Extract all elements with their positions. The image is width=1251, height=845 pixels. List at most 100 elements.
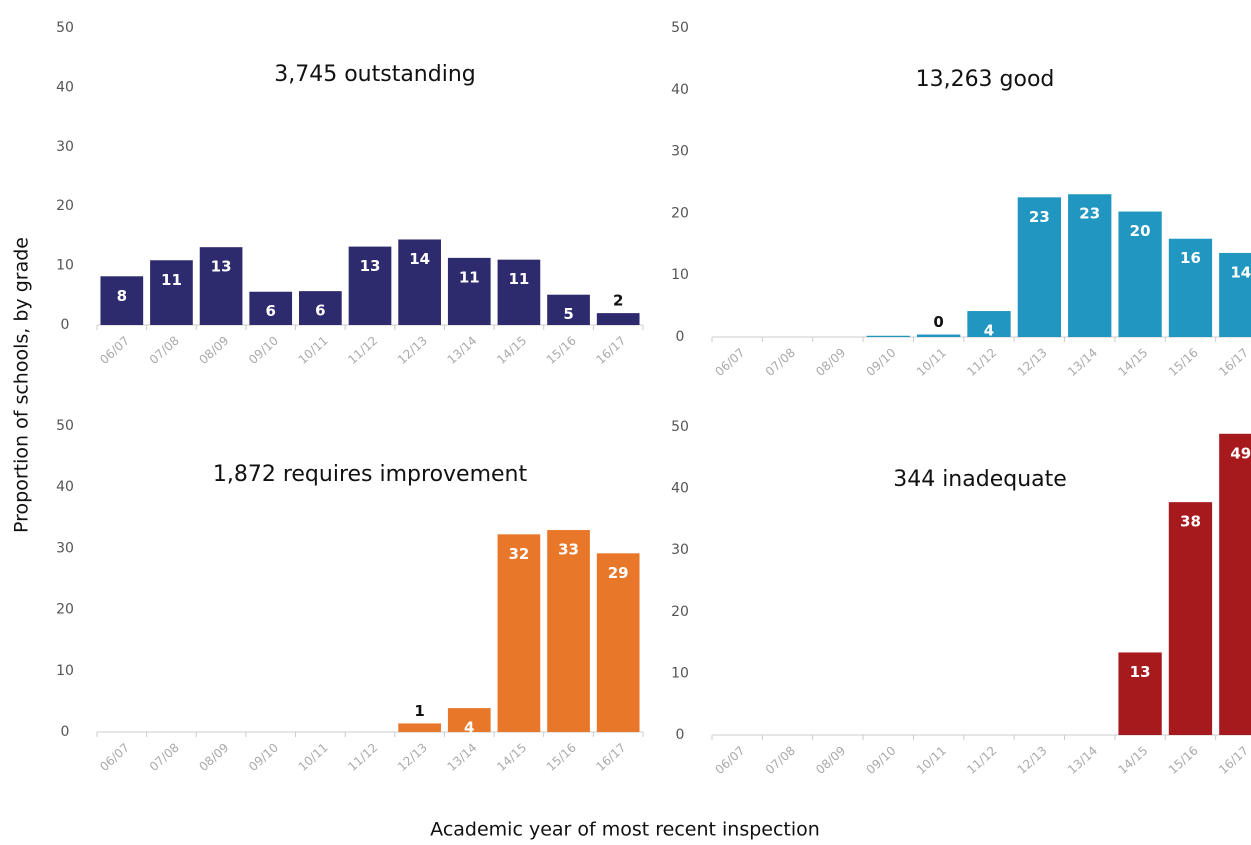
value-label: 14 — [409, 250, 430, 268]
x-tick-label: 13/14 — [445, 333, 480, 367]
bar — [1017, 197, 1062, 337]
y-tick-label: 40 — [56, 79, 74, 95]
value-label: 11 — [508, 270, 529, 288]
value-label: 0 — [933, 313, 943, 331]
y-tick-label: 10 — [56, 258, 74, 274]
y-axis-label: Proportion of schools, by grade — [11, 237, 33, 533]
x-axis-label: Academic year of most recent inspection — [430, 819, 820, 841]
x-tick-label: 11/12 — [345, 333, 380, 367]
x-tick-label: 15/16 — [544, 333, 579, 367]
bar — [249, 291, 293, 325]
x-tick-label: 16/17 — [593, 740, 628, 774]
x-tick-label: 08/09 — [813, 345, 848, 379]
y-tick-label: 30 — [56, 139, 74, 155]
y-tick-label: 10 — [671, 665, 689, 681]
panel-title: 344 inadequate — [893, 467, 1067, 492]
x-tick-label: 11/12 — [964, 345, 999, 379]
value-label: 33 — [558, 541, 579, 559]
bar — [1118, 652, 1162, 735]
x-tick-label: 14/15 — [494, 333, 529, 367]
x-tick-label: 15/16 — [544, 740, 579, 774]
x-tick-label: 06/07 — [97, 740, 132, 774]
bar — [547, 530, 590, 732]
x-tick-label: 06/07 — [97, 333, 132, 367]
value-label: 23 — [1029, 208, 1050, 226]
y-tick-label: 0 — [61, 724, 70, 740]
x-tick-label: 08/09 — [196, 333, 231, 367]
value-label: 29 — [608, 564, 629, 582]
bar — [299, 291, 342, 325]
x-tick-label: 14/15 — [1115, 743, 1150, 777]
value-label: 11 — [459, 268, 480, 286]
x-tick-label: 11/12 — [964, 743, 999, 777]
x-tick-label: 12/13 — [1015, 743, 1050, 777]
x-tick-label: 08/09 — [813, 743, 848, 777]
y-tick-label: 30 — [671, 542, 689, 558]
bar — [866, 335, 910, 337]
x-tick-label: 09/10 — [246, 333, 281, 367]
value-label: 6 — [266, 302, 276, 320]
panel-title: 1,872 requires improvement — [213, 462, 528, 487]
x-tick-label: 08/09 — [196, 740, 231, 774]
value-label: 1 — [414, 702, 424, 720]
bar — [348, 246, 392, 325]
bar — [398, 239, 441, 325]
bar — [497, 534, 541, 732]
bar — [1219, 433, 1251, 735]
value-label: 4 — [464, 719, 474, 737]
value-label: 49 — [1230, 444, 1251, 462]
x-tick-label: 15/16 — [1166, 743, 1201, 777]
x-tick-label: 10/11 — [296, 333, 331, 367]
x-tick-label: 12/13 — [395, 740, 430, 774]
x-tick-label: 16/17 — [1216, 345, 1251, 379]
y-tick-label: 20 — [56, 602, 74, 618]
x-tick-label: 11/12 — [345, 740, 380, 774]
y-tick-label: 10 — [56, 663, 74, 679]
value-label: 14 — [1230, 263, 1251, 281]
value-label: 32 — [508, 545, 529, 563]
x-tick-label: 13/14 — [1065, 345, 1100, 379]
x-tick-label: 16/17 — [593, 333, 628, 367]
y-tick-label: 30 — [671, 144, 689, 160]
value-label: 38 — [1180, 513, 1201, 531]
x-tick-label: 13/14 — [445, 740, 480, 774]
value-label: 11 — [161, 271, 182, 289]
x-tick-label: 09/10 — [864, 345, 899, 379]
y-tick-label: 0 — [61, 317, 70, 333]
x-tick-label: 06/07 — [712, 345, 747, 379]
bar — [1168, 238, 1213, 337]
value-label: 13 — [211, 258, 232, 276]
bar — [596, 553, 640, 732]
y-tick-label: 20 — [671, 205, 689, 221]
bar — [1118, 211, 1162, 337]
bar — [596, 313, 640, 325]
value-label: 8 — [117, 287, 127, 305]
x-tick-label: 07/08 — [147, 740, 182, 774]
bar — [1068, 194, 1112, 337]
y-tick-label: 10 — [671, 267, 689, 283]
bar — [916, 334, 961, 337]
x-tick-label: 14/15 — [1115, 345, 1150, 379]
x-tick-label: 09/10 — [246, 740, 281, 774]
y-tick-label: 50 — [671, 419, 689, 435]
y-tick-label: 40 — [671, 82, 689, 98]
bar — [100, 276, 144, 325]
value-label: 13 — [1130, 663, 1151, 681]
bar — [150, 260, 193, 325]
panel-title: 3,745 outstanding — [274, 62, 476, 87]
y-tick-label: 50 — [671, 20, 689, 36]
bar — [1219, 252, 1251, 337]
x-tick-label: 09/10 — [864, 743, 899, 777]
value-label: 6 — [315, 302, 325, 320]
y-tick-label: 0 — [676, 727, 685, 743]
value-label: 13 — [360, 257, 381, 275]
bar — [967, 311, 1011, 337]
y-tick-label: 20 — [56, 198, 74, 214]
bar — [447, 257, 491, 325]
x-tick-label: 07/08 — [147, 333, 182, 367]
x-tick-label: 12/13 — [395, 333, 430, 367]
x-tick-label: 14/15 — [494, 740, 529, 774]
y-tick-label: 50 — [56, 418, 74, 434]
x-tick-label: 07/08 — [763, 743, 798, 777]
